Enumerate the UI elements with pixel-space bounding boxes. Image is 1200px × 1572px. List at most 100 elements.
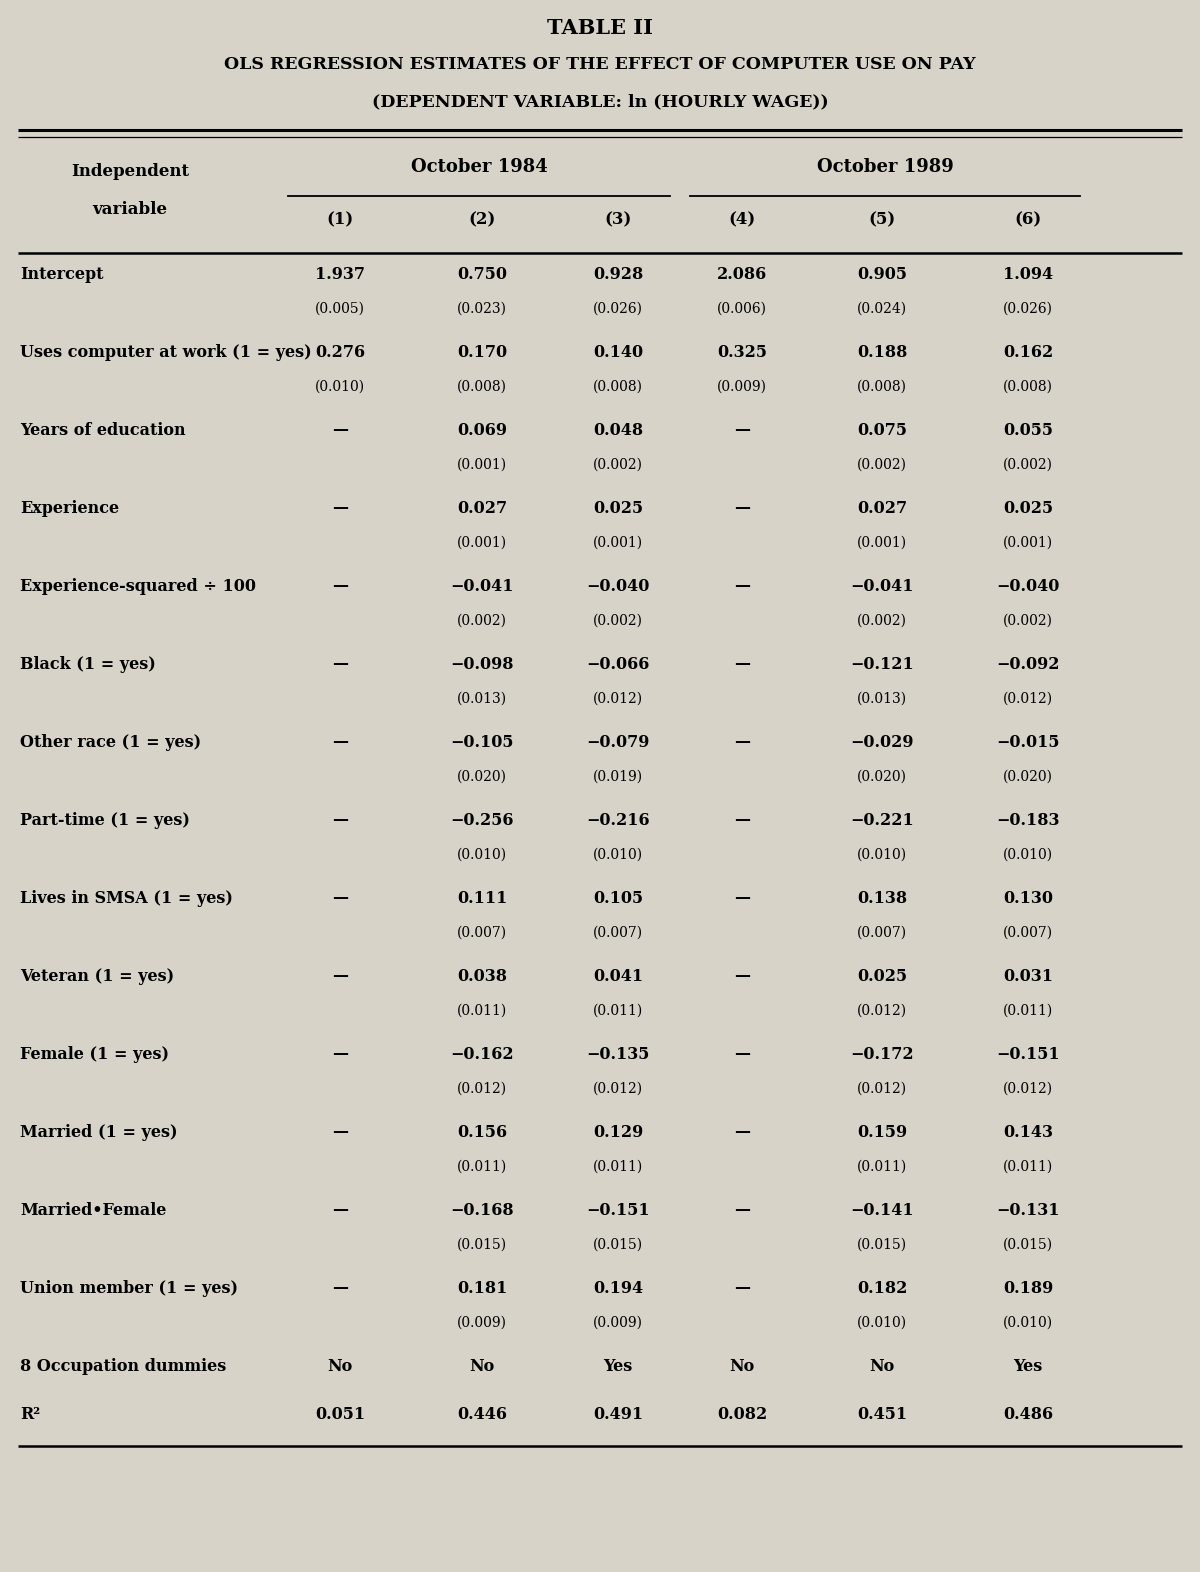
Text: 0.041: 0.041 [593, 968, 643, 986]
Text: −0.121: −0.121 [850, 656, 914, 673]
Text: −0.066: −0.066 [587, 656, 649, 673]
Text: —: — [332, 890, 348, 907]
Text: 0.491: 0.491 [593, 1405, 643, 1423]
Text: (0.011): (0.011) [1003, 1005, 1054, 1019]
Text: Intercept: Intercept [20, 266, 103, 283]
Text: —: — [734, 1280, 750, 1297]
Text: Married•Female: Married•Female [20, 1203, 167, 1218]
Text: (0.005): (0.005) [314, 302, 365, 316]
Text: —: — [734, 500, 750, 517]
Text: Independent: Independent [71, 163, 190, 181]
Text: −0.151: −0.151 [996, 1045, 1060, 1063]
Text: −0.216: −0.216 [586, 813, 650, 828]
Text: (0.013): (0.013) [457, 692, 508, 706]
Text: —: — [734, 1045, 750, 1063]
Text: Yes: Yes [604, 1358, 632, 1376]
Text: Years of education: Years of education [20, 421, 186, 439]
Text: (0.026): (0.026) [1003, 302, 1054, 316]
Text: —: — [332, 1124, 348, 1141]
Text: 0.075: 0.075 [857, 421, 907, 439]
Text: 0.105: 0.105 [593, 890, 643, 907]
Text: (0.012): (0.012) [1003, 692, 1054, 706]
Text: 0.194: 0.194 [593, 1280, 643, 1297]
Text: Other race (1 = yes): Other race (1 = yes) [20, 734, 202, 751]
Text: (0.009): (0.009) [457, 1316, 508, 1330]
Text: (0.002): (0.002) [593, 615, 643, 627]
Text: (0.024): (0.024) [857, 302, 907, 316]
Text: (0.009): (0.009) [593, 1316, 643, 1330]
Text: —: — [734, 421, 750, 439]
Text: 0.031: 0.031 [1003, 968, 1054, 986]
Text: 0.451: 0.451 [857, 1405, 907, 1423]
Text: (0.007): (0.007) [857, 926, 907, 940]
Text: 0.129: 0.129 [593, 1124, 643, 1141]
Text: (0.012): (0.012) [593, 1082, 643, 1096]
Text: (0.012): (0.012) [857, 1082, 907, 1096]
Text: −0.162: −0.162 [450, 1045, 514, 1063]
Text: (0.012): (0.012) [593, 692, 643, 706]
Text: (0.001): (0.001) [457, 457, 508, 472]
Text: (0.002): (0.002) [1003, 615, 1054, 627]
Text: −0.092: −0.092 [996, 656, 1060, 673]
Text: Union member (1 = yes): Union member (1 = yes) [20, 1280, 238, 1297]
Text: (0.015): (0.015) [593, 1239, 643, 1251]
Text: (0.001): (0.001) [1003, 536, 1054, 550]
Text: No: No [730, 1358, 755, 1376]
Text: (0.012): (0.012) [1003, 1082, 1054, 1096]
Text: Yes: Yes [1013, 1358, 1043, 1376]
Text: 0.143: 0.143 [1003, 1124, 1054, 1141]
Text: 0.069: 0.069 [457, 421, 508, 439]
Text: —: — [332, 968, 348, 986]
Text: (0.010): (0.010) [457, 847, 508, 861]
Text: (DEPENDENT VARIABLE: ln (HOURLY WAGE)): (DEPENDENT VARIABLE: ln (HOURLY WAGE)) [372, 93, 828, 110]
Text: −0.172: −0.172 [850, 1045, 914, 1063]
Text: (0.010): (0.010) [1003, 1316, 1054, 1330]
Text: −0.098: −0.098 [450, 656, 514, 673]
Text: 0.170: 0.170 [457, 344, 508, 362]
Text: (0.001): (0.001) [457, 536, 508, 550]
Text: (0.015): (0.015) [857, 1239, 907, 1251]
Text: Uses computer at work (1 = yes): Uses computer at work (1 = yes) [20, 344, 312, 362]
Text: Lives in SMSA (1 = yes): Lives in SMSA (1 = yes) [20, 890, 233, 907]
Text: OLS REGRESSION ESTIMATES OF THE EFFECT OF COMPUTER USE ON PAY: OLS REGRESSION ESTIMATES OF THE EFFECT O… [224, 57, 976, 72]
Text: (0.001): (0.001) [593, 536, 643, 550]
Text: −0.041: −0.041 [851, 578, 913, 594]
Text: —: — [332, 1045, 348, 1063]
Text: October 1989: October 1989 [817, 159, 953, 176]
Text: −0.040: −0.040 [996, 578, 1060, 594]
Text: (0.015): (0.015) [457, 1239, 508, 1251]
Text: −0.141: −0.141 [850, 1203, 914, 1218]
Text: (0.010): (0.010) [314, 380, 365, 395]
Text: (0.020): (0.020) [1003, 770, 1054, 784]
Text: −0.168: −0.168 [450, 1203, 514, 1218]
Text: Married (1 = yes): Married (1 = yes) [20, 1124, 178, 1141]
Text: Experience-squared ÷ 100: Experience-squared ÷ 100 [20, 578, 256, 594]
Text: —: — [332, 421, 348, 439]
Text: (0.023): (0.023) [457, 302, 508, 316]
Text: —: — [734, 578, 750, 594]
Text: −0.256: −0.256 [450, 813, 514, 828]
Text: —: — [332, 578, 348, 594]
Text: (0.011): (0.011) [593, 1005, 643, 1019]
Text: Part-time (1 = yes): Part-time (1 = yes) [20, 813, 190, 828]
Text: —: — [734, 968, 750, 986]
Text: (3): (3) [605, 211, 631, 228]
Text: (0.026): (0.026) [593, 302, 643, 316]
Text: 0.181: 0.181 [457, 1280, 508, 1297]
Text: 8 Occupation dummies: 8 Occupation dummies [20, 1358, 227, 1376]
Text: 0.051: 0.051 [314, 1405, 365, 1423]
Text: 0.025: 0.025 [593, 500, 643, 517]
Text: (0.012): (0.012) [457, 1082, 508, 1096]
Text: 0.038: 0.038 [457, 968, 508, 986]
Text: —: — [332, 813, 348, 828]
Text: 0.027: 0.027 [857, 500, 907, 517]
Text: (0.011): (0.011) [593, 1160, 643, 1174]
Text: −0.151: −0.151 [586, 1203, 650, 1218]
Text: (0.020): (0.020) [857, 770, 907, 784]
Text: 0.446: 0.446 [457, 1405, 508, 1423]
Text: (0.015): (0.015) [1003, 1239, 1054, 1251]
Text: −0.131: −0.131 [996, 1203, 1060, 1218]
Text: (0.010): (0.010) [593, 847, 643, 861]
Text: Experience: Experience [20, 500, 119, 517]
Text: (0.007): (0.007) [1003, 926, 1054, 940]
